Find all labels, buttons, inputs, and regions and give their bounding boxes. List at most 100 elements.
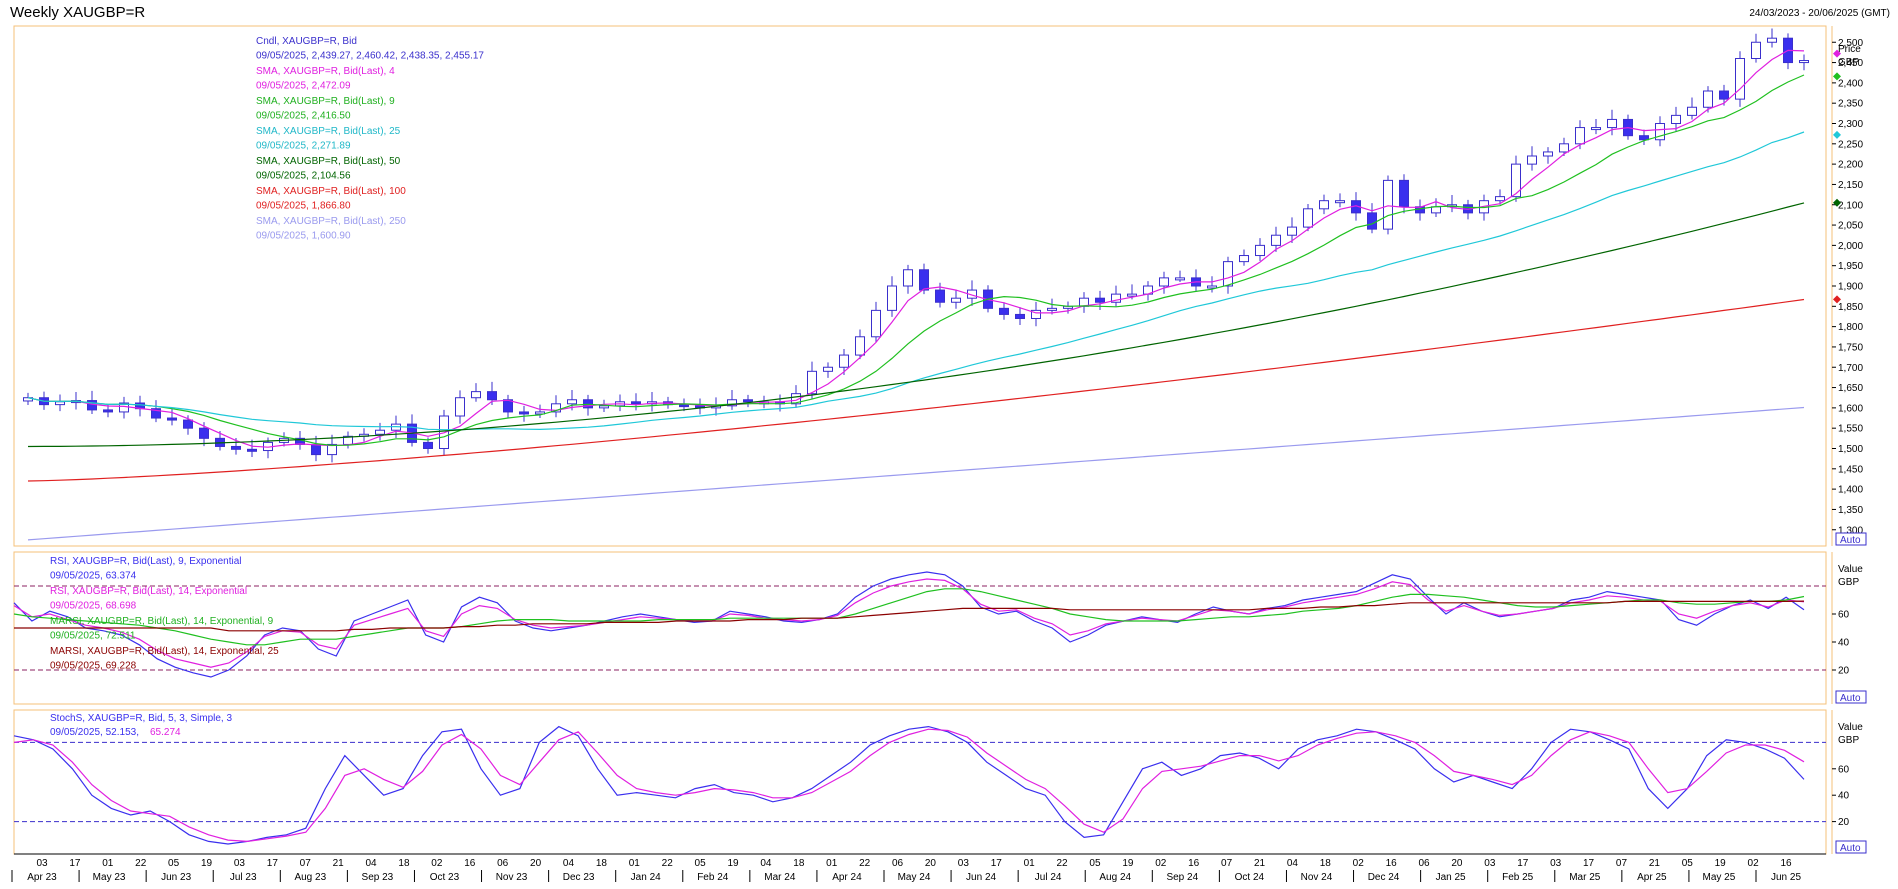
x-month-tick: May 24 [898, 872, 931, 883]
candle[interactable] [1431, 206, 1441, 214]
candle[interactable] [1015, 313, 1025, 319]
candle[interactable] [1111, 293, 1121, 303]
candle[interactable] [1655, 123, 1665, 141]
candle[interactable] [951, 297, 961, 303]
candle[interactable] [551, 403, 561, 413]
candle[interactable] [1799, 60, 1809, 64]
x-day-tick: 02 [1155, 858, 1167, 869]
candle[interactable] [1175, 277, 1185, 281]
candle[interactable] [903, 269, 913, 287]
candle[interactable] [535, 411, 545, 415]
candle[interactable] [871, 309, 881, 338]
price-legend-label-3: SMA, XAUGBP=R, Bid(Last), 9 [256, 96, 395, 107]
candle[interactable] [1335, 200, 1345, 204]
candle[interactable] [199, 427, 209, 439]
candle[interactable] [631, 401, 641, 405]
auto-scale-button[interactable] [1835, 840, 1867, 854]
candle[interactable] [1591, 127, 1601, 131]
candle[interactable] [1127, 293, 1137, 297]
candle[interactable] [1495, 196, 1505, 202]
candle[interactable] [1287, 226, 1297, 236]
candle[interactable] [1511, 163, 1521, 198]
candle[interactable] [1159, 277, 1169, 287]
candle[interactable] [1735, 58, 1745, 100]
candle[interactable] [823, 366, 833, 372]
candle[interactable] [1271, 234, 1281, 246]
sma-50-line [27, 202, 1805, 448]
rsi-legend-label-1: RSI, XAUGBP=R, Bid(Last), 9, Exponential [50, 556, 241, 567]
candle[interactable] [167, 417, 177, 421]
price-tick-label: 1,500 [1838, 444, 1863, 455]
sma-9-line [27, 74, 1805, 447]
candle[interactable] [247, 448, 257, 452]
candle[interactable] [1223, 261, 1233, 287]
candle[interactable] [807, 370, 817, 395]
candle[interactable] [1559, 143, 1569, 153]
candle[interactable] [151, 408, 161, 419]
candle[interactable] [311, 443, 321, 456]
candle[interactable] [1095, 297, 1105, 303]
candle[interactable] [1319, 200, 1329, 210]
candle[interactable] [855, 336, 865, 356]
price-axis-title: Price [1838, 44, 1861, 55]
auto-scale-button[interactable] [1835, 690, 1867, 704]
candle[interactable] [1383, 179, 1393, 230]
candle[interactable] [1767, 37, 1777, 43]
candle[interactable] [1047, 307, 1057, 311]
price-tick-label: 1,900 [1838, 282, 1863, 293]
candle[interactable] [567, 399, 577, 405]
candle[interactable] [1367, 212, 1377, 230]
price-tick-label: 1,450 [1838, 464, 1863, 475]
x-month-tick: Jun 25 [1771, 872, 1801, 883]
candle[interactable] [743, 399, 753, 403]
candle[interactable] [327, 443, 337, 456]
candle[interactable] [727, 399, 737, 407]
candle[interactable] [103, 409, 113, 413]
candle[interactable] [1639, 135, 1649, 141]
x-month-tick: Feb 25 [1502, 872, 1534, 883]
candle[interactable] [935, 289, 945, 303]
candle[interactable] [1207, 285, 1217, 289]
candle[interactable] [519, 411, 529, 415]
candle[interactable] [1399, 179, 1409, 208]
candle[interactable] [1575, 127, 1585, 145]
candle[interactable] [455, 397, 465, 417]
candle[interactable] [887, 285, 897, 311]
x-month-tick: Apr 25 [1637, 872, 1667, 883]
candle[interactable] [599, 405, 609, 409]
x-month-tick: Nov 24 [1301, 872, 1333, 883]
candle[interactable] [1719, 90, 1729, 100]
candle[interactable] [1687, 106, 1697, 116]
candle[interactable] [183, 419, 193, 429]
candle[interactable] [919, 269, 929, 291]
candle[interactable] [679, 404, 689, 408]
candle[interactable] [1031, 309, 1041, 319]
candle[interactable] [55, 401, 65, 406]
candle[interactable] [999, 307, 1009, 315]
candle[interactable] [1671, 114, 1681, 124]
value-marker [1833, 130, 1841, 139]
candle[interactable] [1703, 90, 1713, 108]
candle[interactable] [423, 441, 433, 449]
candle[interactable] [1751, 41, 1761, 59]
candle[interactable] [1543, 151, 1553, 157]
x-day-tick: 18 [596, 858, 608, 869]
candle[interactable] [1527, 155, 1537, 165]
x-month-tick: Sep 24 [1166, 872, 1198, 883]
price-tick-label: 1,750 [1838, 342, 1863, 353]
candle[interactable] [1607, 118, 1617, 129]
price-tick-label: 2,250 [1838, 139, 1863, 150]
candle[interactable] [231, 445, 241, 450]
auto-scale-button[interactable] [1835, 532, 1867, 546]
candle[interactable] [839, 354, 849, 368]
candle[interactable] [375, 429, 385, 435]
candle[interactable] [1239, 255, 1249, 263]
candle[interactable] [471, 391, 481, 399]
price-legend-label-2: SMA, XAUGBP=R, Bid(Last), 4 [256, 66, 395, 77]
candle[interactable] [487, 391, 497, 401]
candle[interactable] [1303, 208, 1313, 228]
rsi-legend-value-3: 09/05/2025, 72.511 [50, 631, 136, 642]
candle[interactable] [1255, 244, 1265, 257]
x-day-tick: 03 [1484, 858, 1496, 869]
